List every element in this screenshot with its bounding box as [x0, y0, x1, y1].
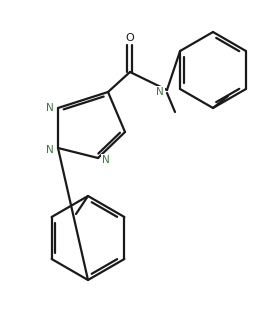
Text: N: N: [156, 87, 164, 97]
Text: O: O: [126, 33, 134, 43]
Text: N: N: [46, 103, 54, 113]
Text: N: N: [46, 145, 54, 155]
Text: N: N: [102, 155, 110, 165]
